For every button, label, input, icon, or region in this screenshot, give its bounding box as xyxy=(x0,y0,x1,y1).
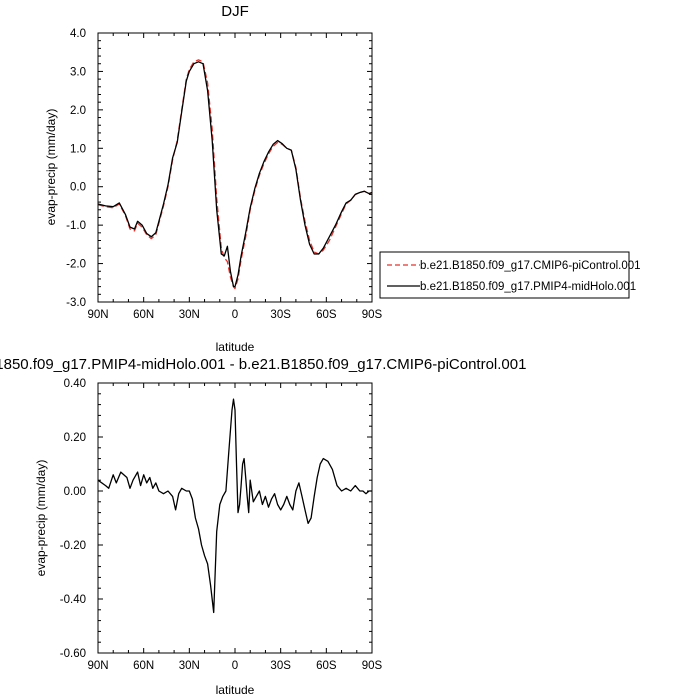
y-tick-label: -0.20 xyxy=(60,540,86,552)
y-tick-label: -3.0 xyxy=(66,297,86,309)
x-tick-label: 90S xyxy=(362,660,383,672)
top-panel-ylabel: evap-precip (mm/day) xyxy=(44,109,58,226)
bottom-panel-title: b.e21.B1850.f09_g17.PMIP4-midHolo.001 - … xyxy=(0,356,526,373)
series-line-1-0 xyxy=(97,398,372,614)
y-tick-label: -0.40 xyxy=(60,594,86,606)
x-tick-label: 60S xyxy=(316,660,337,672)
x-tick-label: 90S xyxy=(362,309,383,321)
x-tick-label: 30N xyxy=(179,309,200,321)
x-tick-label: 0 xyxy=(232,660,238,672)
y-tick-label: 4.0 xyxy=(70,28,86,40)
x-tick-label: 30S xyxy=(270,309,291,321)
y-tick-label: 0.00 xyxy=(64,486,86,498)
x-tick-label: 60N xyxy=(133,660,154,672)
series-line-0-1 xyxy=(97,61,373,288)
bottom-panel-ylabel: evap-precip (mm/day) xyxy=(34,460,48,577)
y-tick-label: -2.0 xyxy=(66,259,86,271)
legend-entry-picontrol: b.e21.B1850.f09_g17.CMIP6-piControl.001 xyxy=(387,260,641,272)
top-panel-xlabel: latitude xyxy=(216,340,255,354)
y-tick-label: -1.0 xyxy=(66,220,86,232)
y-tick-label: -0.60 xyxy=(60,648,86,660)
series-line-0-0 xyxy=(97,59,373,290)
x-tick-label: 90N xyxy=(87,309,108,321)
legend-label-midholo: b.e21.B1850.f09_g17.PMIP4-midHolo.001 xyxy=(420,281,636,293)
y-tick-label: 1.0 xyxy=(70,143,86,155)
y-tick-label: 0.0 xyxy=(70,182,86,194)
x-tick-label: 60N xyxy=(133,309,154,321)
legend-label-picontrol: b.e21.B1850.f09_g17.CMIP6-piControl.001 xyxy=(420,260,641,272)
y-tick-label: 0.40 xyxy=(64,378,86,390)
bottom-panel-plot: 90N 60N 30N 0 30S 60S 90S -0.60 -0.40 -0.20 0.00 0.… xyxy=(60,378,383,672)
x-tick-label: 60S xyxy=(316,309,337,321)
y-tick-label: 2.0 xyxy=(70,105,86,117)
bottom-panel-xlabel: latitude xyxy=(216,683,255,697)
x-tick-label: 90N xyxy=(87,660,108,672)
plot-frame xyxy=(97,32,373,303)
top-panel-plot: 90N 60N 30N 0 30S 60S 90S -3.0 -2.0 -1.0 0.0 1.0 2.0… xyxy=(66,28,382,321)
y-tick-label: 3.0 xyxy=(70,66,86,78)
y-tick-label: 0.20 xyxy=(64,432,86,444)
legend-box xyxy=(379,251,630,299)
x-tick-label: 30N xyxy=(179,660,200,672)
x-tick-label: 0 xyxy=(232,309,238,321)
legend-entry-midholo: b.e21.B1850.f09_g17.PMIP4-midHolo.001 xyxy=(387,281,636,293)
top-panel-title: DJF xyxy=(221,3,249,20)
x-tick-label: 30S xyxy=(270,660,291,672)
